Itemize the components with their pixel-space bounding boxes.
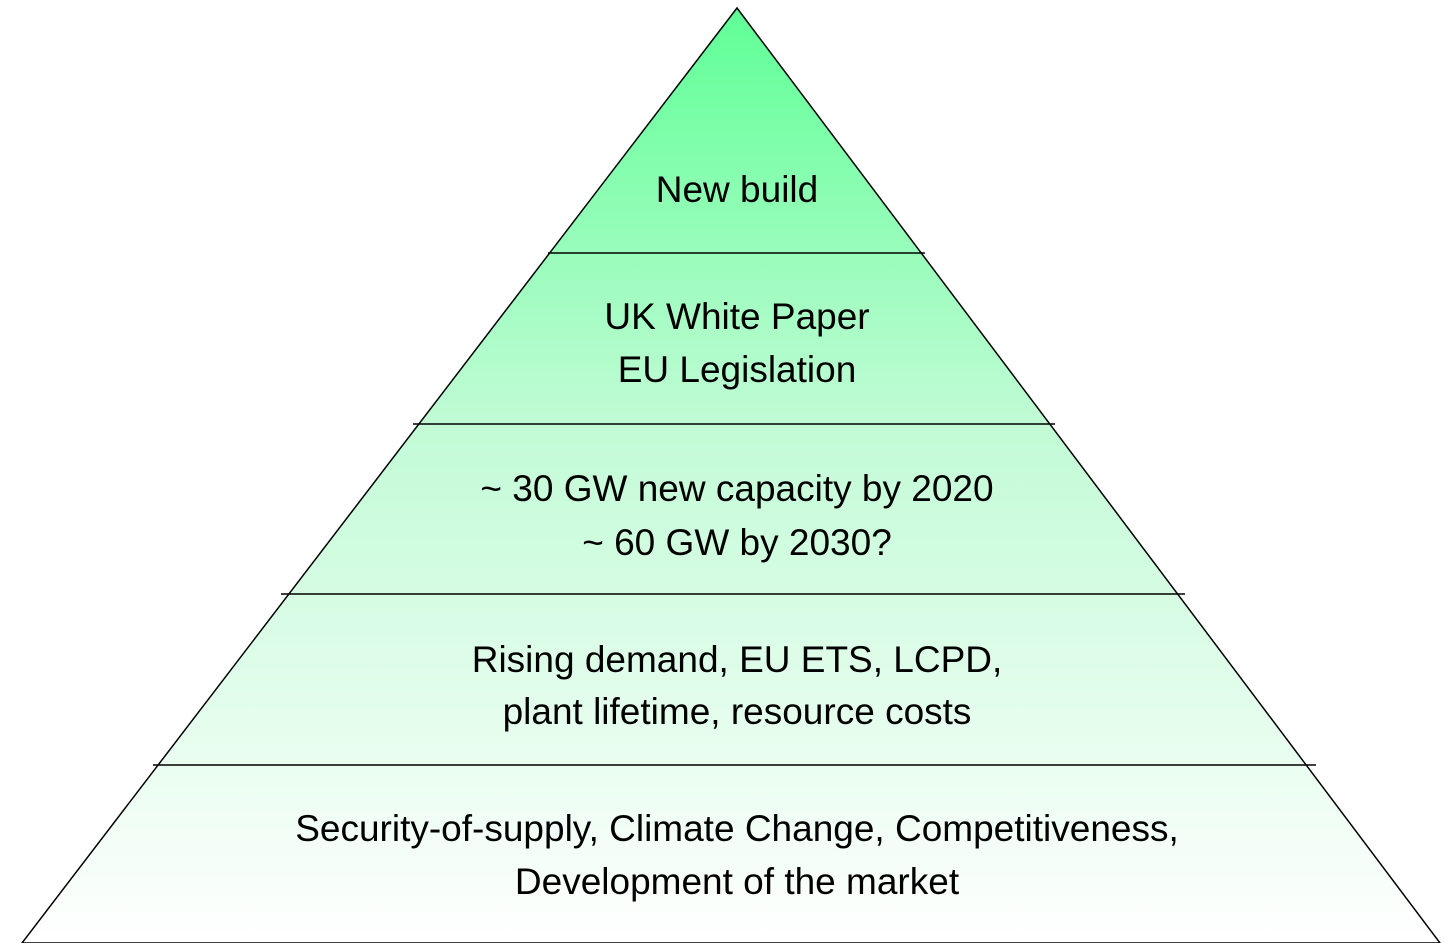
labels: New build UK White Paper EU Legislation ~ 3… [295, 169, 1179, 902]
layer-label: UK White Paper [604, 296, 869, 337]
layer-label: New build [656, 169, 818, 210]
layer-label: EU Legislation [618, 349, 857, 390]
pyramid [21, 6, 1441, 943]
layer-label: Development of the market [515, 861, 960, 902]
layer-label: plant lifetime, resource costs [503, 691, 972, 732]
layer-label: ~ 60 GW by 2030? [582, 522, 892, 563]
layer-label: ~ 30 GW new capacity by 2020 [480, 468, 993, 509]
layer-label: Security-of-supply, Climate Change, Comp… [295, 808, 1179, 849]
layer-label: Rising demand, EU ETS, LCPD, [472, 639, 1003, 680]
